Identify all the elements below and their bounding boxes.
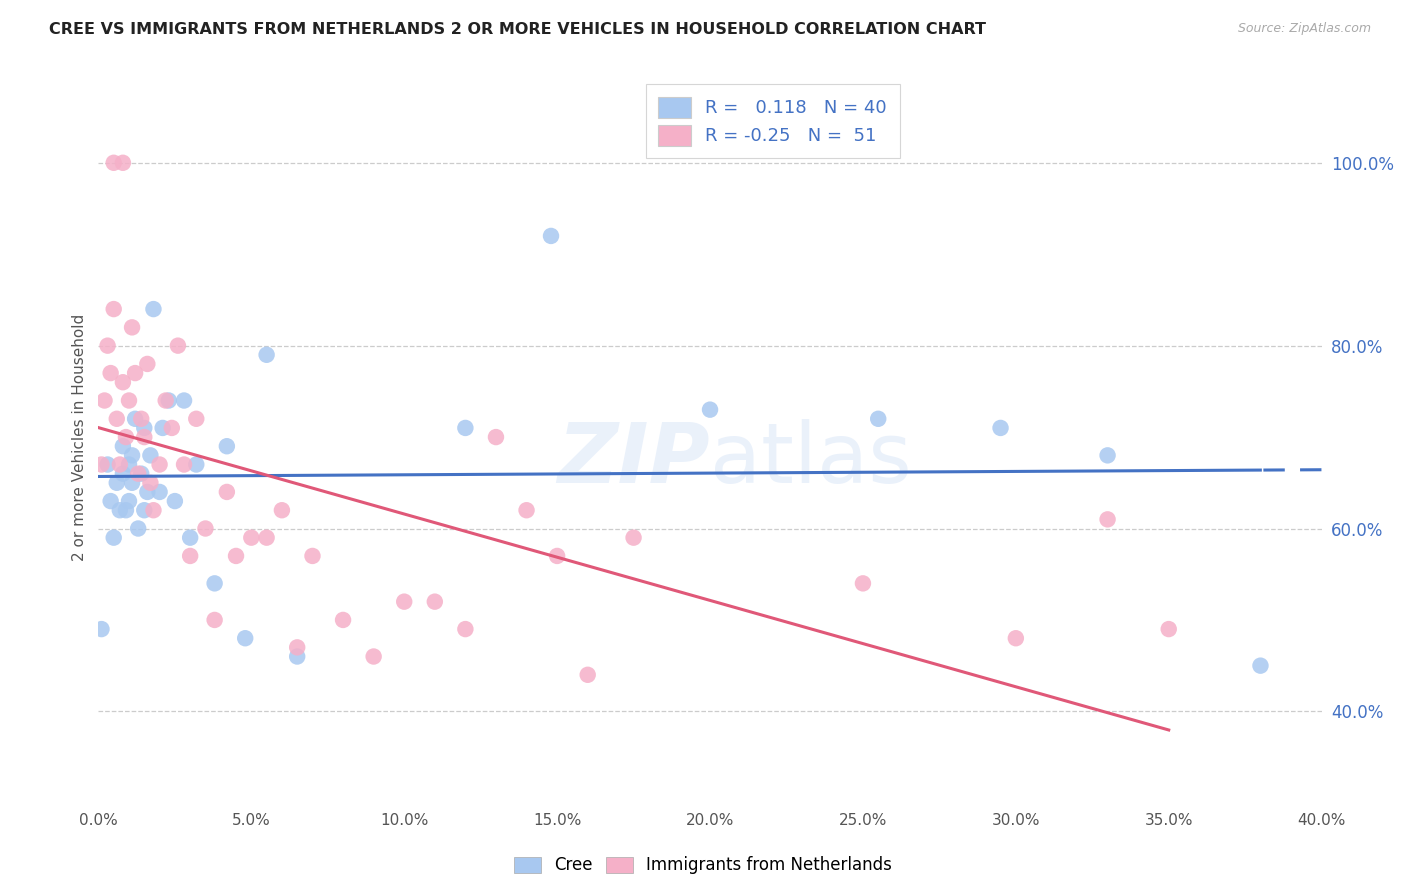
Point [127, 467, 149, 481]
Legend: Cree, Immigrants from Netherlands: Cree, Immigrants from Netherlands [509, 851, 897, 880]
Point [167, 338, 190, 352]
Point [108, 503, 131, 517]
Point [100, 494, 122, 508]
Point [111, 376, 134, 390]
Point [121, 320, 143, 334]
Point [1097, 512, 1119, 526]
Point [97, 338, 120, 352]
Point [179, 549, 201, 563]
Point [240, 531, 263, 545]
Point [121, 448, 143, 462]
Point [124, 366, 146, 380]
Point [179, 531, 201, 545]
Point [108, 458, 131, 472]
Point [118, 494, 141, 508]
Point [540, 228, 562, 243]
Point [454, 622, 477, 636]
Point [256, 531, 278, 545]
Point [454, 421, 477, 435]
Point [100, 366, 122, 380]
Legend: R =   0.118   N = 40, R = -0.25   N =  51: R = 0.118 N = 40, R = -0.25 N = 51 [645, 84, 900, 158]
Point [127, 521, 149, 535]
Point [1004, 632, 1026, 646]
Point [115, 430, 138, 444]
Point [301, 549, 323, 563]
Point [623, 531, 645, 545]
Point [204, 576, 226, 591]
Point [111, 155, 134, 169]
Point [1097, 448, 1119, 462]
Point [111, 467, 134, 481]
Point [332, 613, 354, 627]
Point [285, 649, 308, 664]
Point [105, 412, 128, 426]
Point [136, 485, 159, 500]
Point [186, 458, 208, 472]
Point [1249, 658, 1271, 673]
Point [546, 549, 568, 563]
Point [285, 640, 308, 655]
Point [129, 467, 152, 481]
Point [868, 412, 890, 426]
Point [163, 494, 186, 508]
Point [194, 521, 217, 535]
Point [97, 458, 120, 472]
Point [160, 421, 183, 435]
Point [173, 393, 195, 408]
Point [111, 439, 134, 453]
Point [149, 485, 172, 500]
Point [149, 458, 172, 472]
Point [121, 475, 143, 490]
Point [270, 503, 292, 517]
Point [852, 576, 875, 591]
Point [699, 869, 721, 883]
Point [215, 439, 238, 453]
Point [256, 348, 278, 362]
Point [129, 412, 152, 426]
Point [103, 531, 125, 545]
Point [204, 613, 226, 627]
Point [118, 458, 141, 472]
Point [155, 393, 177, 408]
Point [118, 393, 141, 408]
Point [576, 667, 599, 681]
Text: atlas: atlas [710, 418, 911, 500]
Point [173, 458, 195, 472]
Point [142, 301, 165, 317]
Point [115, 503, 138, 517]
Point [152, 421, 174, 435]
Point [233, 632, 256, 646]
Point [225, 549, 247, 563]
Point [103, 155, 125, 169]
Point [136, 357, 159, 371]
Point [93, 393, 115, 408]
Y-axis label: 2 or more Vehicles in Household: 2 or more Vehicles in Household [72, 313, 87, 561]
Point [186, 412, 208, 426]
Point [392, 594, 416, 608]
Point [215, 485, 238, 500]
Point [1157, 622, 1180, 636]
Point [103, 301, 125, 317]
Point [363, 649, 385, 664]
Point [124, 412, 146, 426]
Point [990, 421, 1012, 435]
Text: ZIP: ZIP [557, 418, 710, 500]
Point [134, 430, 156, 444]
Point [90, 622, 112, 636]
Text: Source: ZipAtlas.com: Source: ZipAtlas.com [1237, 22, 1371, 36]
Point [142, 503, 165, 517]
Point [90, 458, 112, 472]
Point [139, 448, 162, 462]
Point [516, 503, 538, 517]
Point [157, 393, 180, 408]
Text: CREE VS IMMIGRANTS FROM NETHERLANDS 2 OR MORE VEHICLES IN HOUSEHOLD CORRELATION : CREE VS IMMIGRANTS FROM NETHERLANDS 2 OR… [49, 22, 986, 37]
Point [134, 421, 156, 435]
Point [699, 402, 721, 417]
Point [423, 594, 446, 608]
Point [485, 430, 508, 444]
Point [139, 475, 162, 490]
Point [134, 503, 156, 517]
Point [105, 475, 128, 490]
